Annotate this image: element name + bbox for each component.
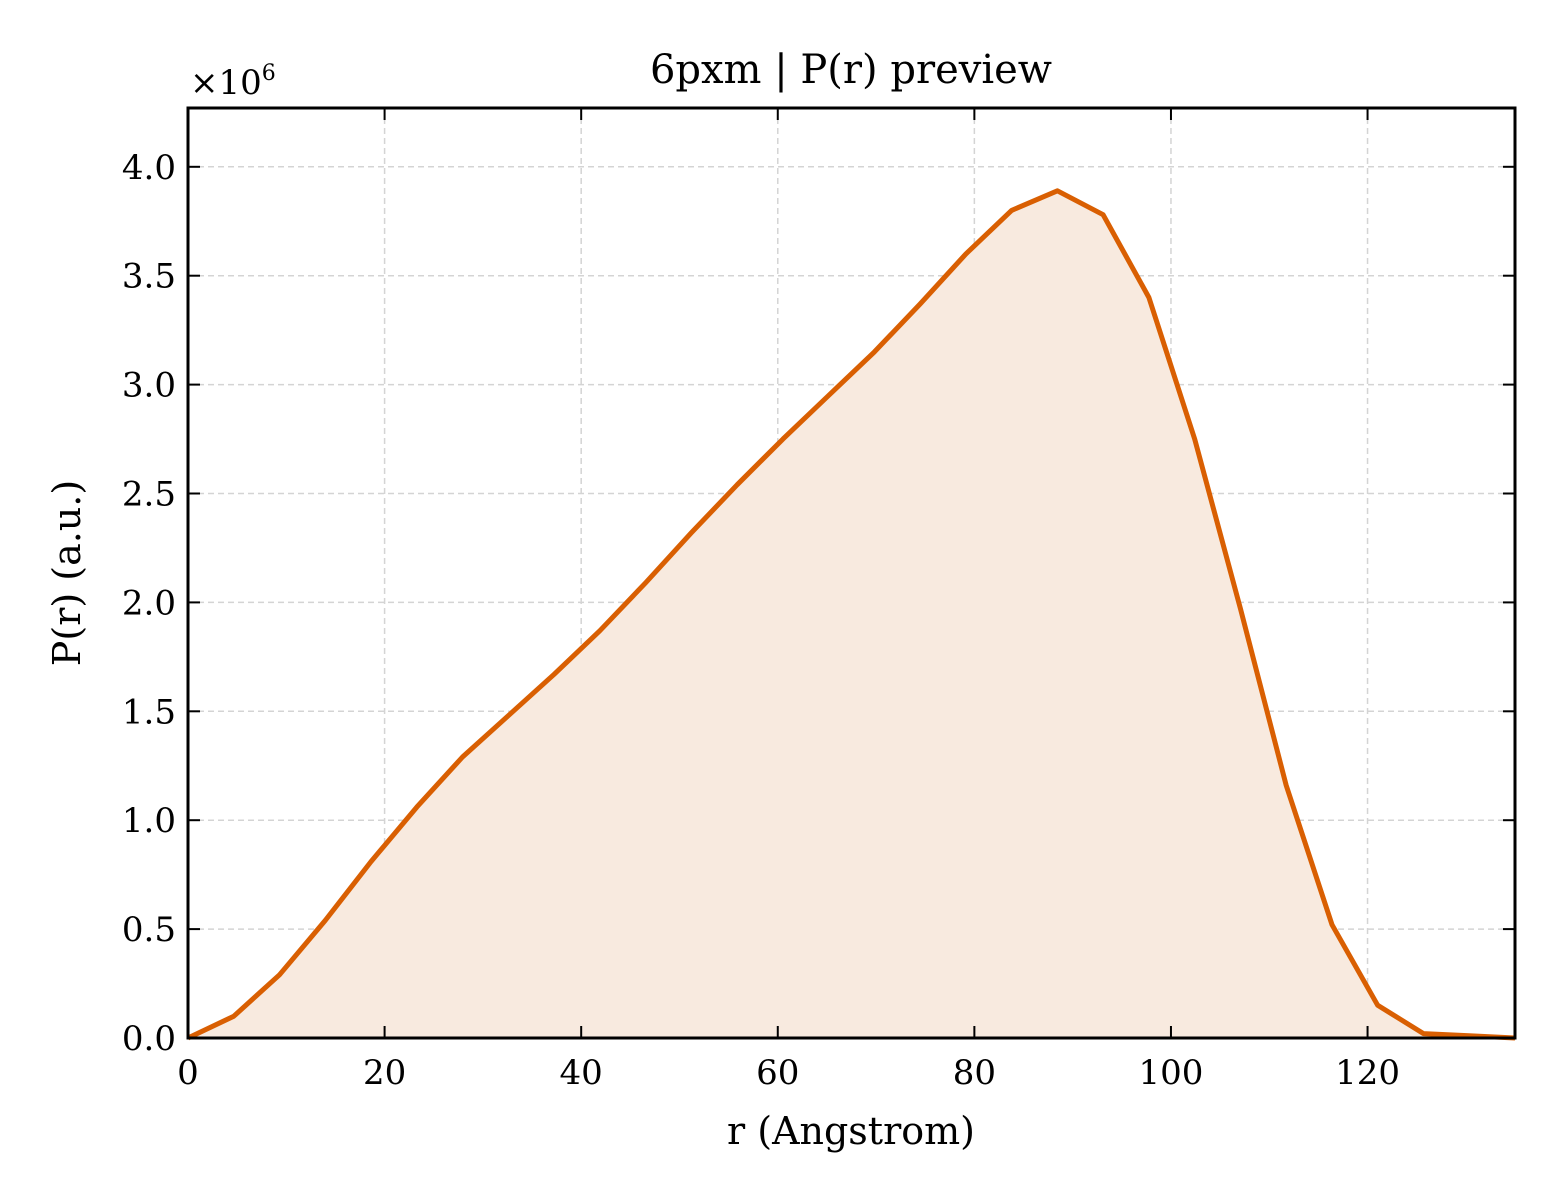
chart-title: 6pxm | P(r) preview [650, 47, 1052, 93]
plot-frame [186, 106, 1517, 1040]
y-tick-label: 1.0 [122, 801, 176, 841]
y-tick-label: 0.5 [122, 910, 176, 950]
y-tick-label: 3.0 [122, 366, 176, 406]
x-tick-label: 40 [560, 1053, 603, 1093]
y-axis-label: P(r) (a.u.) [45, 480, 89, 666]
y-tick-label: 0.0 [122, 1019, 176, 1059]
y-tick-label: 2.0 [122, 583, 176, 623]
x-tick-label: 120 [1335, 1053, 1400, 1093]
y-tick-label: 3.5 [122, 257, 176, 297]
tick-labels: 0 20 40 60 80 100 120 0.0 0.5 1.0 1.5 2.0 2.5 3.0 3.5 4… [122, 148, 1400, 1093]
y-tick-label: 4.0 [122, 148, 176, 188]
x-tick-label: 20 [363, 1053, 406, 1093]
area-fill [188, 190, 1515, 1039]
y-tick-label: 1.5 [122, 692, 176, 732]
y-axis-offset-exponent: 6 [262, 61, 276, 86]
series-line [186, 188, 1516, 1041]
x-axis-label: r (Angstrom) [727, 1109, 975, 1153]
x-tick-label: 0 [177, 1053, 199, 1093]
y-axis-offset-base: ×10 [190, 63, 262, 103]
y-tick-label: 2.5 [122, 475, 176, 515]
x-tick-label: 60 [756, 1053, 799, 1093]
x-tick-label: 100 [1139, 1053, 1204, 1093]
x-tick-label: 80 [953, 1053, 996, 1093]
y-axis-offset-label: ×106 [190, 61, 276, 103]
